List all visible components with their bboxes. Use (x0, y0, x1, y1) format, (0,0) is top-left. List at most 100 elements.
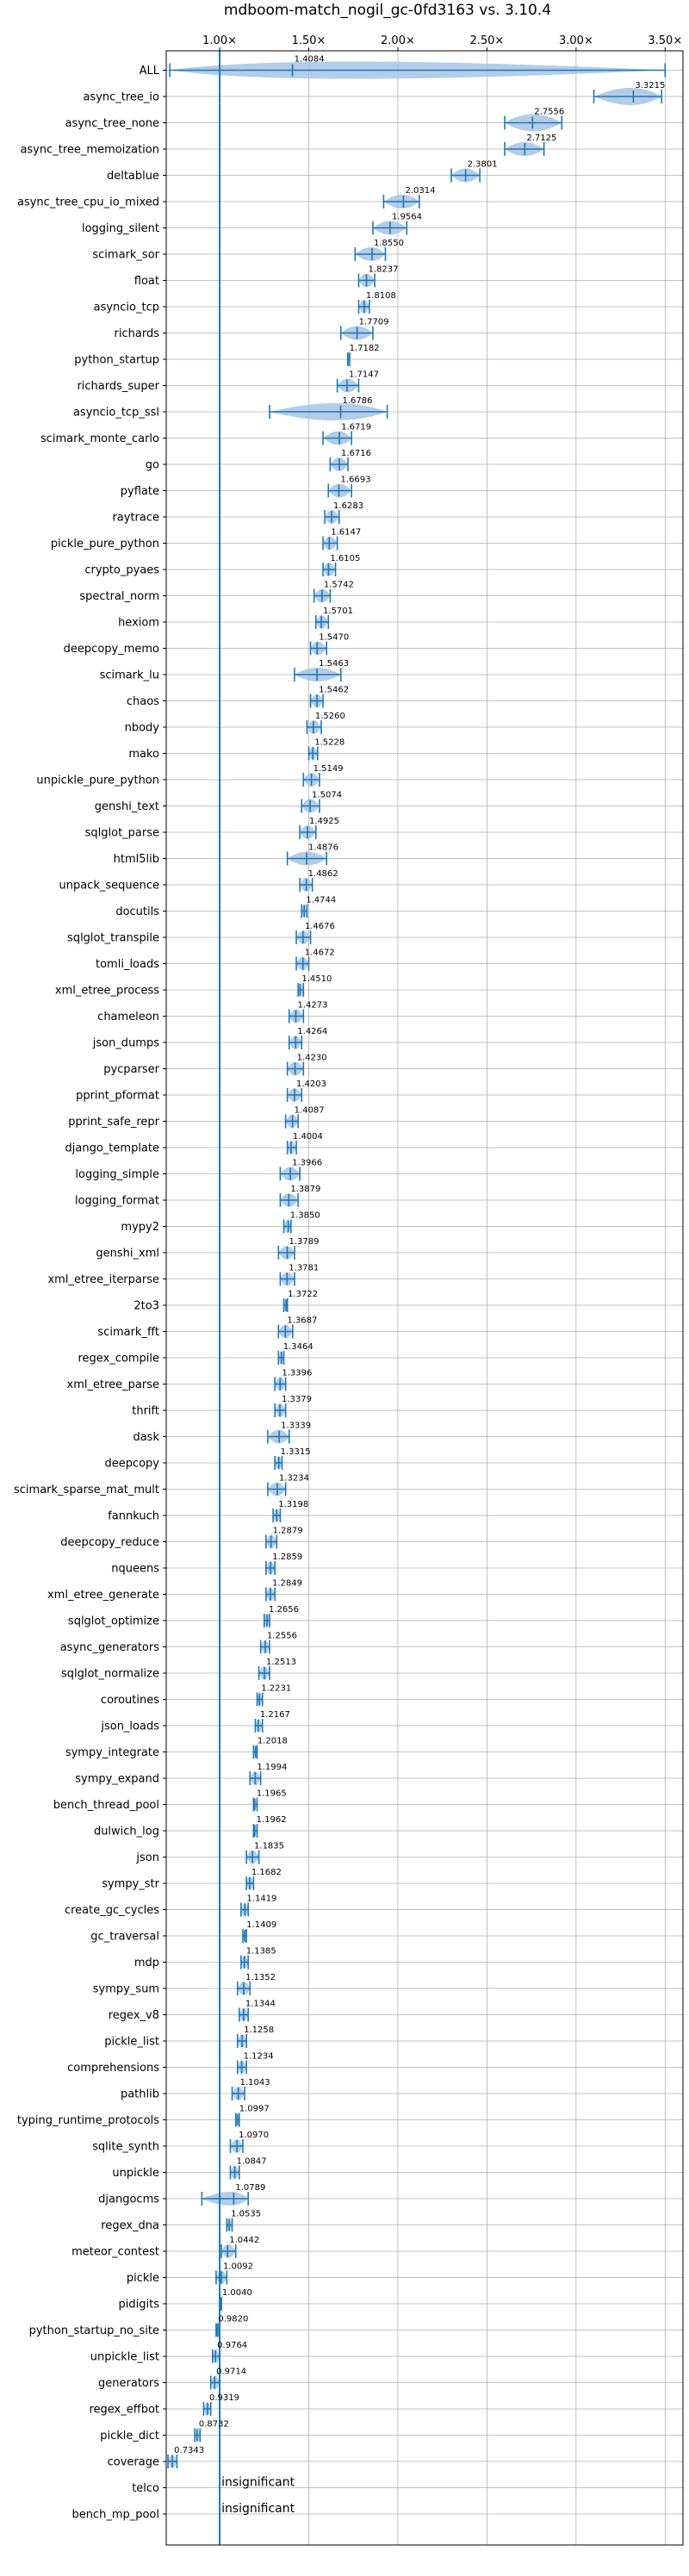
y-tick-label-79: sqlite_synth (92, 2141, 159, 2154)
value-label-76: 1.1234 (244, 2052, 274, 2062)
value-label-35: 1.4510 (301, 974, 332, 984)
y-tick-label-18: pickle_pure_python (51, 538, 159, 551)
y-tick-label-92: telco (132, 2482, 159, 2495)
value-label-32: 1.4744 (306, 896, 336, 905)
y-tick-label-1: async_tree_io (83, 91, 159, 104)
y-tick-label-56: deepcopy_reduce (60, 1536, 159, 1549)
y-tick-label-3: async_tree_memoization (20, 144, 159, 157)
value-label-55: 1.3198 (278, 1500, 308, 1509)
y-tick-label-46: xml_etree_iterparse (47, 1273, 159, 1286)
value-label-53: 1.3315 (281, 1447, 311, 1457)
y-tick-label-73: sympy_sum (93, 1983, 159, 1996)
value-label-7: 1.8550 (374, 239, 404, 248)
y-tick-label-63: json_loads (100, 1720, 159, 1733)
y-tick-label-39: pprint_pformat (76, 1090, 159, 1103)
y-tick-label-16: pyflate (121, 485, 159, 498)
y-tick-label-70: create_gc_cycles (65, 1904, 159, 1917)
y-tick-label-50: xml_etree_parse (67, 1378, 159, 1391)
x-tick-labels: 1.00× 1.50× 2.00× 2.50× 3.00× 3.50× (202, 34, 682, 51)
y-tick-label-45: genshi_xml (96, 1248, 159, 1260)
x-tick-label-4: 3.00× (559, 34, 593, 47)
value-label-69: 1.1682 (251, 1868, 282, 1877)
y-tick-label-26: mako (128, 748, 159, 761)
y-tick-label-21: hexiom (118, 617, 159, 630)
value-label-20: 1.5742 (324, 581, 354, 590)
y-tick-label-33: sqlglot_transpile (67, 932, 159, 945)
y-tick-labels: ALL async_tree_io async_tree_none async_tre… (14, 65, 166, 2522)
y-tick-label-78: typing_runtime_protocols (17, 2114, 159, 2127)
y-tick-label-84: pickle (127, 2272, 159, 2285)
y-tick-label-30: html5lib (114, 853, 159, 866)
value-label-87: 0.9764 (217, 2341, 247, 2350)
value-label-13: 1.6786 (342, 396, 372, 406)
y-tick-label-85: pidigits (119, 2299, 160, 2312)
value-label-91: 0.7343 (174, 2446, 204, 2455)
value-label-68: 1.1835 (254, 1842, 284, 1851)
y-tick-label-80: unpickle (112, 2167, 159, 2180)
annotation-insignificant-1: insignificant (221, 2502, 295, 2516)
y-tick-label-91: coverage (108, 2456, 159, 2469)
value-label-57: 1.2859 (272, 1552, 302, 1562)
value-label-61: 1.2513 (266, 1658, 296, 1667)
value-label-14: 1.6719 (341, 423, 371, 432)
y-tick-label-86: python_startup_no_site (29, 2324, 159, 2337)
value-label-3: 2.7125 (526, 134, 556, 143)
value-label-30: 1.4876 (308, 843, 338, 853)
y-tick-label-12: richards_super (77, 380, 159, 393)
y-tick-label-47: 2to3 (133, 1300, 159, 1313)
value-label-21: 1.5701 (323, 607, 353, 616)
y-tick-label-66: bench_thread_pool (53, 1799, 159, 1812)
value-label-46: 1.3781 (289, 1264, 319, 1273)
x-tick-label-0: 1.00× (202, 34, 237, 47)
value-label-78: 1.0997 (239, 2105, 270, 2114)
value-label-17: 1.6283 (333, 501, 363, 511)
value-label-22: 1.5470 (319, 633, 349, 643)
annotations: insignificant insignificant (221, 2476, 295, 2517)
value-label-37: 1.4264 (297, 1027, 327, 1036)
y-tick-label-61: sqlglot_normalize (61, 1668, 159, 1681)
y-tick-label-5: async_tree_cpu_io_mixed (17, 196, 159, 209)
value-label-85: 1.0040 (222, 2288, 252, 2298)
y-tick-label-83: meteor_contest (71, 2246, 159, 2259)
y-tick-label-55: fannkuch (108, 1510, 159, 1523)
value-label-43: 1.3879 (290, 1185, 320, 1194)
y-tick-label-60: async_generators (60, 1641, 160, 1654)
value-label-73: 1.1352 (245, 1973, 276, 1982)
value-label-52: 1.3339 (281, 1422, 311, 1431)
y-tick-label-77: pathlib (121, 2088, 159, 2101)
value-label-24: 1.5462 (319, 686, 349, 695)
x-tick-label-1: 1.50× (292, 34, 326, 47)
value-label-49: 1.3464 (283, 1342, 313, 1352)
marks (167, 63, 667, 2468)
y-tick-label-40: pprint_safe_repr (68, 1116, 159, 1129)
y-tick-label-38: pycparser (103, 1063, 159, 1076)
y-tick-label-69: sympy_str (102, 1878, 159, 1891)
y-tick-label-87: unpickle_list (90, 2351, 159, 2364)
y-tick-label-59: sqlglot_optimize (68, 1615, 159, 1628)
y-tick-label-58: xml_etree_generate (47, 1589, 159, 1602)
value-label-75: 1.1258 (244, 2025, 274, 2035)
annotation-insignificant-0: insignificant (221, 2476, 295, 2490)
value-label-72: 1.1385 (246, 1947, 276, 1957)
value-label-38: 1.4230 (297, 1054, 327, 1063)
value-label-88: 0.9714 (216, 2368, 246, 2377)
value-label-12: 1.7147 (349, 370, 379, 380)
y-tick-label-89: regex_effbot (89, 2404, 159, 2417)
value-label-63: 1.2167 (260, 1710, 290, 1720)
y-tick-label-74: regex_v8 (109, 2009, 159, 2022)
y-tick-label-88: generators (98, 2377, 159, 2390)
value-label-79: 1.0970 (239, 2131, 269, 2140)
value-label-74: 1.1344 (245, 2000, 276, 2009)
y-tick-label-51: thrift (132, 1405, 159, 1418)
value-label-26: 1.5228 (314, 738, 344, 748)
value-label-27: 1.5149 (313, 764, 344, 774)
y-tick-label-20: spectral_norm (79, 590, 159, 603)
value-label-11: 1.7182 (350, 344, 380, 353)
value-label-84: 1.0092 (223, 2262, 253, 2272)
y-tick-label-76: comprehensions (67, 2062, 159, 2075)
value-label-2: 2.7556 (534, 108, 564, 117)
y-tick-label-49: regex_compile (78, 1353, 159, 1366)
value-label-39: 1.4203 (296, 1080, 326, 1089)
chart-title: mdboom-match_nogil_gc-0fd3163 vs. 3.10.4 (224, 2, 551, 19)
value-label-59: 1.2656 (269, 1605, 299, 1615)
